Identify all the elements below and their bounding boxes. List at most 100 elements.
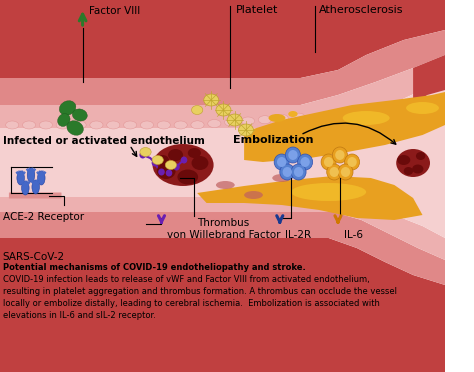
Circle shape [283, 167, 292, 177]
Text: Platelet: Platelet [236, 5, 278, 15]
Ellipse shape [238, 124, 254, 136]
Circle shape [291, 164, 306, 180]
Circle shape [345, 154, 360, 170]
Ellipse shape [191, 156, 209, 170]
Circle shape [321, 154, 336, 170]
Ellipse shape [153, 144, 214, 186]
Text: Infected or activated endothelium: Infected or activated endothelium [3, 136, 205, 146]
Ellipse shape [268, 114, 285, 122]
Polygon shape [0, 78, 445, 238]
Ellipse shape [191, 106, 203, 115]
Text: elevations in IL-6 and sIL-2 receptor.: elevations in IL-6 and sIL-2 receptor. [3, 311, 155, 320]
Text: COVID-19 infection leads to release of vWF and Factor VIII from activated endoth: COVID-19 infection leads to release of v… [3, 275, 370, 284]
Ellipse shape [156, 155, 169, 165]
Polygon shape [0, 238, 445, 372]
Polygon shape [0, 197, 445, 260]
Circle shape [139, 151, 146, 158]
Circle shape [280, 164, 295, 180]
Circle shape [152, 160, 158, 167]
Circle shape [301, 157, 310, 167]
Circle shape [181, 157, 187, 164]
Circle shape [274, 154, 289, 170]
Polygon shape [197, 176, 422, 220]
FancyBboxPatch shape [9, 192, 62, 199]
Text: IL-6: IL-6 [344, 230, 363, 240]
Ellipse shape [107, 121, 120, 129]
Ellipse shape [397, 155, 410, 165]
Ellipse shape [165, 160, 176, 170]
Circle shape [173, 164, 180, 170]
Circle shape [327, 164, 342, 180]
Ellipse shape [58, 113, 70, 126]
Ellipse shape [124, 121, 137, 129]
Ellipse shape [140, 148, 151, 157]
Ellipse shape [67, 121, 83, 135]
Circle shape [277, 157, 286, 167]
Polygon shape [0, 0, 445, 78]
Ellipse shape [157, 163, 175, 179]
Circle shape [332, 147, 347, 163]
Ellipse shape [258, 116, 272, 124]
Ellipse shape [244, 191, 263, 199]
Polygon shape [244, 92, 445, 162]
Circle shape [347, 157, 357, 167]
Text: IL-2R: IL-2R [285, 230, 311, 240]
Circle shape [324, 157, 333, 167]
Ellipse shape [416, 152, 425, 160]
Circle shape [298, 154, 313, 170]
Polygon shape [0, 55, 445, 128]
Ellipse shape [59, 101, 76, 115]
Ellipse shape [216, 104, 231, 116]
Text: Embolization: Embolization [233, 135, 313, 145]
Ellipse shape [27, 168, 35, 182]
Ellipse shape [37, 171, 45, 185]
Circle shape [285, 147, 301, 163]
Text: ACE-2 Receptor: ACE-2 Receptor [3, 212, 84, 222]
Ellipse shape [73, 121, 86, 129]
Ellipse shape [32, 180, 39, 194]
Ellipse shape [216, 181, 235, 189]
Ellipse shape [17, 171, 24, 185]
Text: Potential mechanisms of COVID-19 endotheliopathy and stroke.: Potential mechanisms of COVID-19 endothe… [3, 263, 306, 272]
Ellipse shape [291, 183, 366, 201]
Ellipse shape [288, 111, 298, 117]
Ellipse shape [168, 149, 183, 161]
Ellipse shape [343, 111, 390, 125]
Text: resulting in platelet aggregation and thrombus formation. A thrombus can occlude: resulting in platelet aggregation and th… [3, 287, 397, 296]
Ellipse shape [412, 164, 423, 173]
Ellipse shape [39, 121, 53, 129]
Ellipse shape [404, 167, 413, 175]
Ellipse shape [227, 114, 242, 126]
Ellipse shape [6, 121, 19, 129]
Ellipse shape [272, 174, 291, 182]
Ellipse shape [174, 121, 187, 129]
Ellipse shape [22, 121, 36, 129]
Ellipse shape [241, 117, 255, 125]
Circle shape [335, 150, 345, 160]
Ellipse shape [208, 119, 221, 128]
Text: Factor VIII: Factor VIII [89, 6, 140, 16]
Ellipse shape [292, 113, 305, 121]
Circle shape [329, 167, 339, 177]
Text: SARS-CoV-2: SARS-CoV-2 [3, 252, 65, 262]
Text: locally or embolize distally, leading to cerebral ischemia.  Embolization is ass: locally or embolize distally, leading to… [3, 299, 380, 308]
Ellipse shape [90, 121, 103, 129]
Polygon shape [0, 30, 445, 105]
Ellipse shape [152, 155, 164, 164]
Circle shape [341, 167, 350, 177]
Ellipse shape [275, 115, 288, 122]
Circle shape [338, 164, 353, 180]
Ellipse shape [406, 102, 439, 114]
Ellipse shape [177, 170, 198, 185]
Ellipse shape [204, 94, 219, 106]
Circle shape [294, 167, 303, 177]
Text: von Willebrand Factor: von Willebrand Factor [167, 230, 281, 240]
Text: Atherosclerosis: Atherosclerosis [319, 5, 404, 15]
Ellipse shape [140, 121, 154, 129]
Ellipse shape [56, 121, 69, 129]
Ellipse shape [157, 121, 170, 129]
Ellipse shape [73, 109, 87, 121]
Polygon shape [0, 212, 445, 285]
Circle shape [158, 169, 165, 176]
Ellipse shape [225, 118, 238, 126]
